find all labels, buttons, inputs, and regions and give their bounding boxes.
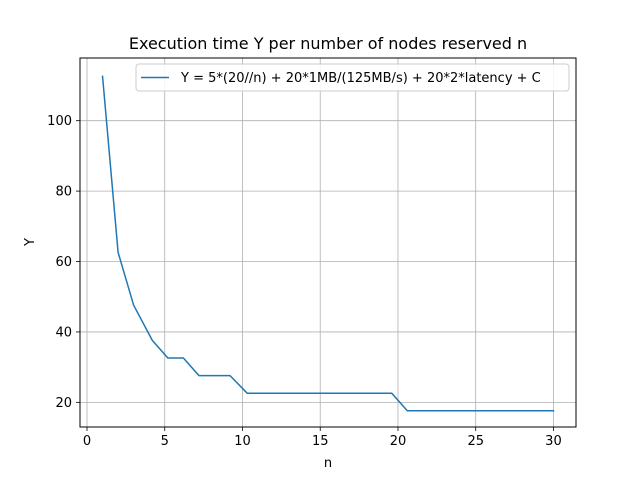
x-tick-label: 25 [467,434,484,449]
x-axis-label: n [324,456,332,471]
legend-label: Y = 5*(20//n) + 20*1MB/(125MB/s) + 20*2*… [180,71,541,86]
grid [80,58,576,427]
x-tick-label: 10 [234,434,251,449]
y-tick-label: 80 [55,185,72,200]
x-tick-label: 5 [161,434,169,449]
ticks: 0 5 10 15 20 25 30 20 40 60 80 100 [47,114,562,449]
y-tick-label: 40 [55,325,72,340]
series-line [101,75,555,412]
legend-box [135,63,570,92]
y-tick-label: 20 [55,396,72,411]
plot-frame [79,57,577,428]
x-tick-label: 30 [545,434,562,449]
x-tick-label: 0 [83,434,91,449]
y-tick-label: 100 [47,114,72,129]
chart-title: Execution time Y per number of nodes res… [129,34,527,53]
y-tick-label: 60 [55,255,72,270]
x-tick-label: 20 [390,434,407,449]
series-layer [101,75,555,412]
legend: Y = 5*(20//n) + 20*1MB/(125MB/s) + 20*2*… [135,63,570,92]
y-axis-label: Y [23,238,38,247]
x-tick-label: 15 [312,434,329,449]
